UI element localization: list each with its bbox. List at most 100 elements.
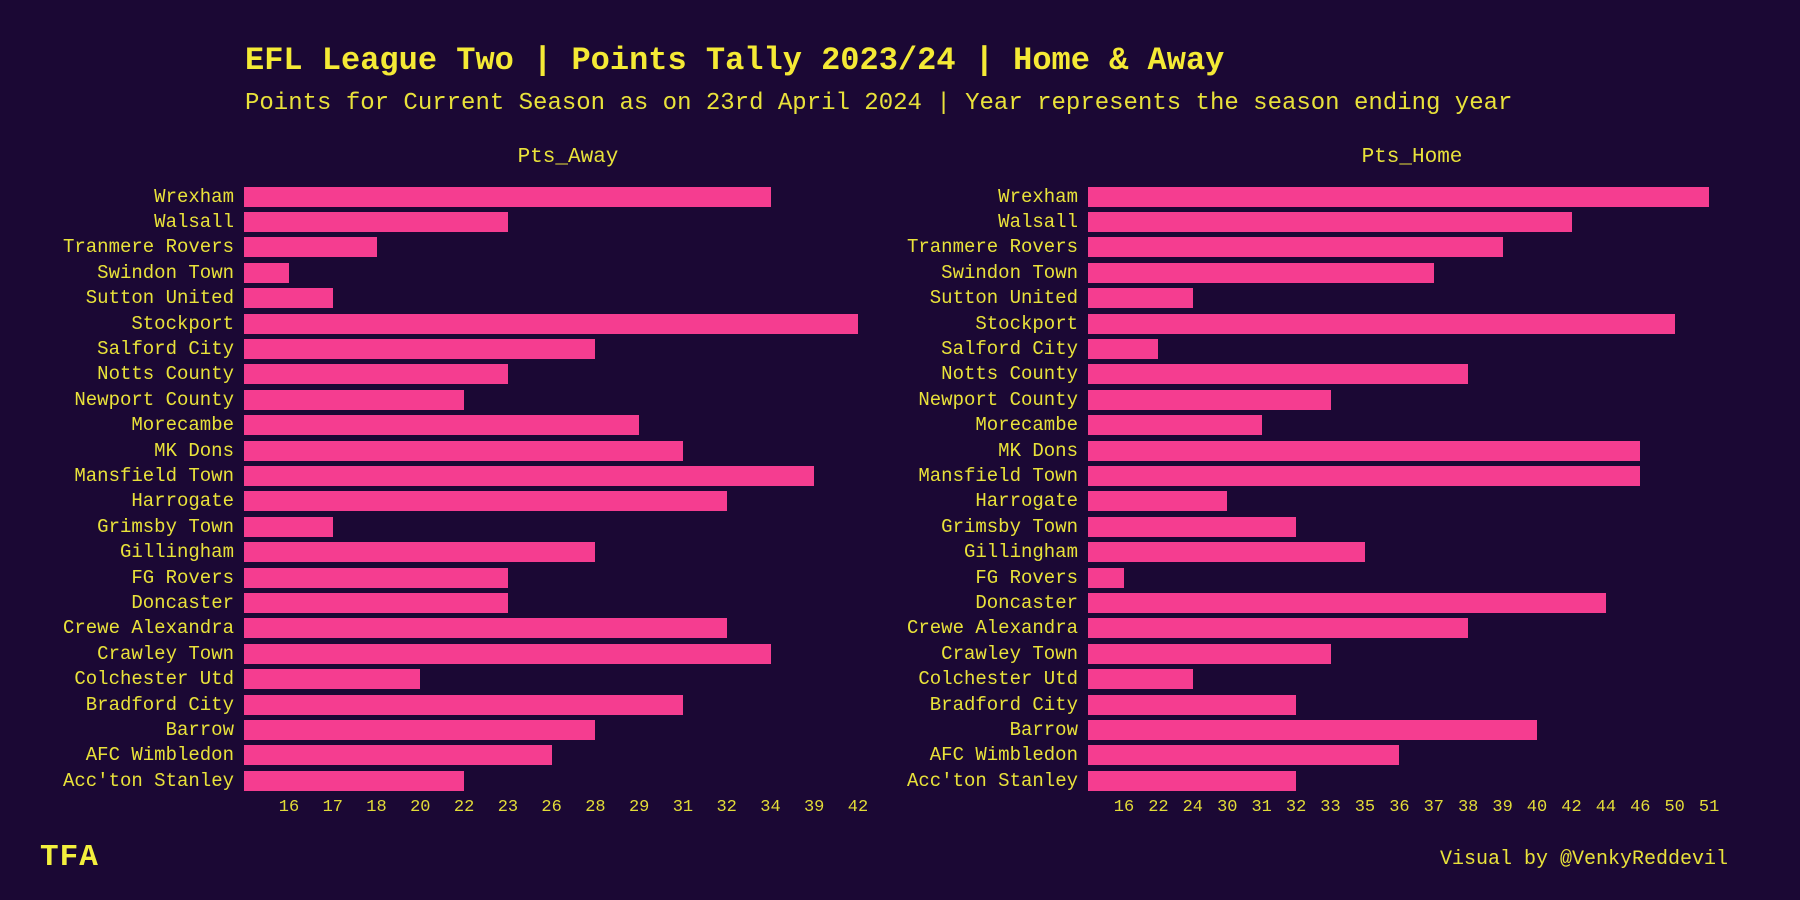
x-axis-tick-label: 44 [1595, 798, 1617, 818]
team-row: Mansfield Town [878, 463, 1736, 488]
home-points-bar [1088, 542, 1365, 563]
x-axis-tick-label: 39 [1492, 798, 1513, 818]
bar-track [1088, 288, 1736, 309]
team-row: FG Rovers [34, 565, 892, 590]
team-label: AFC Wimbledon [85, 744, 234, 767]
away-points-bar [244, 364, 508, 385]
x-axis-tick-label: 37 [1423, 798, 1444, 818]
team-label: Colchester Utd [74, 668, 234, 691]
team-label: Wrexham [154, 185, 234, 208]
home-points-bar [1088, 694, 1297, 715]
bar-track [244, 770, 892, 791]
team-row: Morecambe [878, 413, 1736, 438]
team-row: Harrogate [34, 489, 892, 514]
away-points-bar [244, 516, 333, 537]
x-axis-tick-label: 46 [1630, 798, 1651, 818]
team-row: Gillingham [878, 539, 1736, 564]
home-points-bar [1088, 618, 1469, 639]
home-points-bar [1088, 669, 1193, 690]
team-label: Acc'ton Stanley [62, 769, 234, 792]
home-points-bar [1088, 592, 1606, 613]
team-label: MK Dons [998, 439, 1078, 462]
away-chart-x-axis: 16 17 18 20 22 23 26 28 29 31 32 34 39 42 [244, 798, 892, 828]
team-row: Notts County [878, 362, 1736, 387]
bar-track [1088, 592, 1736, 613]
team-row: Acc'ton Stanley [878, 768, 1736, 793]
home-chart-x-axis: 16 22 24 30 31 32 33 35 36 37 38 39 40 42 44 46 50 51 [1088, 798, 1736, 828]
team-label: Doncaster [131, 591, 234, 614]
bar-track [1088, 745, 1736, 766]
team-label: Gillingham [963, 541, 1078, 564]
away-points-chart: Pts_Away Wrexham Walsall Tranmere Rovers Sw… [34, 146, 892, 828]
home-points-bar [1088, 288, 1193, 309]
home-points-bar [1088, 516, 1297, 537]
x-axis-tick-label: 31 [1251, 798, 1272, 818]
bar-track [1088, 389, 1736, 410]
team-label: Walsall [154, 211, 234, 234]
home-points-bar [1088, 440, 1641, 461]
home-points-bar [1088, 212, 1572, 233]
home-points-bar [1088, 745, 1400, 766]
x-axis-tick-label: 36 [1389, 798, 1410, 818]
away-points-bar [244, 618, 727, 639]
team-row: Notts County [34, 362, 892, 387]
x-axis-tick-label: 22 [453, 798, 475, 818]
home-chart-rows: Wrexham Walsall Tranmere Rovers Swindon Tow… [878, 184, 1736, 793]
team-row: Bradford City [34, 692, 892, 717]
chart-subtitle: Points for Current Season as on 23rd Apr… [245, 90, 1513, 117]
bar-track [244, 186, 892, 207]
bar-track [244, 542, 892, 563]
home-points-bar [1088, 465, 1641, 486]
team-label: FG Rovers [975, 566, 1078, 589]
team-label: Crawley Town [97, 642, 234, 665]
team-row: Barrow [878, 717, 1736, 742]
team-label: Morecambe [131, 414, 234, 437]
bar-track [244, 491, 892, 512]
team-row: Acc'ton Stanley [34, 768, 892, 793]
team-row: Mansfield Town [34, 463, 892, 488]
home-points-bar [1088, 339, 1159, 360]
team-label: Morecambe [975, 414, 1078, 437]
bar-track [244, 389, 892, 410]
bar-track [1088, 262, 1736, 283]
team-label: Notts County [97, 363, 234, 386]
away-points-bar [244, 339, 596, 360]
team-label: Notts County [941, 363, 1078, 386]
team-row: Salford City [34, 336, 892, 361]
x-axis-tick-label: 39 [803, 798, 825, 818]
bar-track [1088, 719, 1736, 740]
team-label: Salford City [941, 338, 1078, 361]
team-label: Swindon Town [97, 261, 234, 284]
bar-track [1088, 237, 1736, 258]
team-label: Sutton United [929, 287, 1078, 310]
bar-track [244, 212, 892, 233]
team-row: Wrexham [34, 184, 892, 209]
away-points-bar [244, 770, 465, 791]
bar-track [1088, 186, 1736, 207]
away-points-bar [244, 542, 596, 563]
away-points-bar [244, 440, 683, 461]
bar-track [244, 567, 892, 588]
team-label: Harrogate [131, 490, 234, 513]
team-row: Tranmere Rovers [878, 235, 1736, 260]
team-label: Tranmere Rovers [906, 236, 1078, 259]
bar-track [1088, 567, 1736, 588]
bar-track [244, 694, 892, 715]
team-row: Harrogate [878, 489, 1736, 514]
x-axis-tick-label: 24 [1182, 798, 1203, 818]
bar-track [1088, 440, 1736, 461]
team-row: AFC Wimbledon [878, 743, 1736, 768]
team-row: MK Dons [878, 438, 1736, 463]
team-label: Gillingham [119, 541, 234, 564]
x-axis-tick-label: 32 [716, 798, 737, 818]
team-row: Swindon Town [34, 260, 892, 285]
x-axis-tick-label: 32 [1285, 798, 1307, 818]
team-label: MK Dons [154, 439, 234, 462]
bar-track [244, 415, 892, 436]
team-row: Colchester Utd [878, 666, 1736, 691]
away-points-bar [244, 389, 465, 410]
away-points-bar [244, 237, 377, 258]
away-points-bar [244, 643, 771, 664]
away-points-bar [244, 719, 596, 740]
team-row: Doncaster [34, 590, 892, 615]
